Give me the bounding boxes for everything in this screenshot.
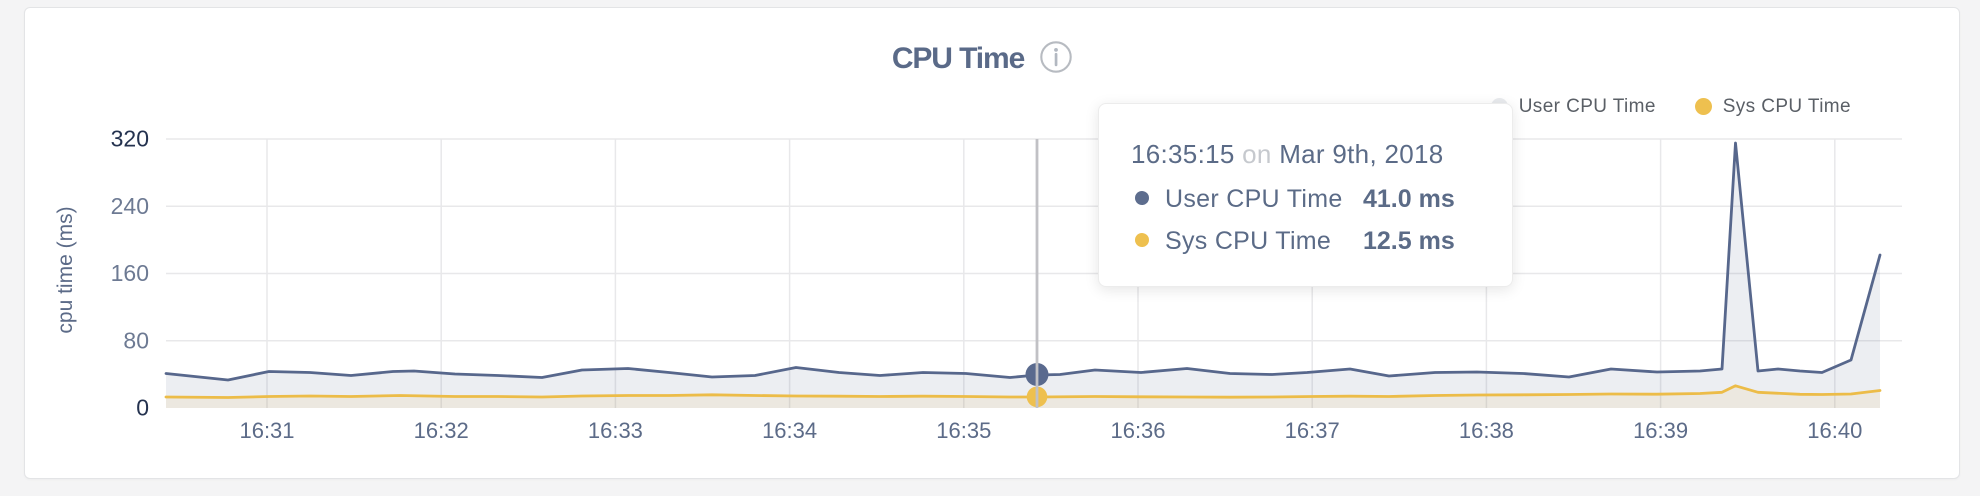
svg-text:16:40: 16:40 xyxy=(1807,418,1862,443)
svg-text:16:35: 16:35 xyxy=(936,418,991,443)
svg-text:0: 0 xyxy=(136,395,149,421)
svg-text:cpu time (ms): cpu time (ms) xyxy=(54,206,77,333)
svg-text:16:39: 16:39 xyxy=(1633,418,1688,443)
svg-text:80: 80 xyxy=(123,327,149,353)
svg-text:16:38: 16:38 xyxy=(1459,418,1514,443)
svg-text:16:36: 16:36 xyxy=(1110,418,1165,443)
svg-text:16:32: 16:32 xyxy=(414,418,469,443)
svg-text:160: 160 xyxy=(111,260,149,286)
svg-text:16:37: 16:37 xyxy=(1285,418,1340,443)
svg-text:16:34: 16:34 xyxy=(762,418,817,443)
svg-text:320: 320 xyxy=(111,126,149,152)
svg-text:16:33: 16:33 xyxy=(588,418,643,443)
svg-text:240: 240 xyxy=(111,193,149,219)
svg-text:16:31: 16:31 xyxy=(239,418,294,443)
